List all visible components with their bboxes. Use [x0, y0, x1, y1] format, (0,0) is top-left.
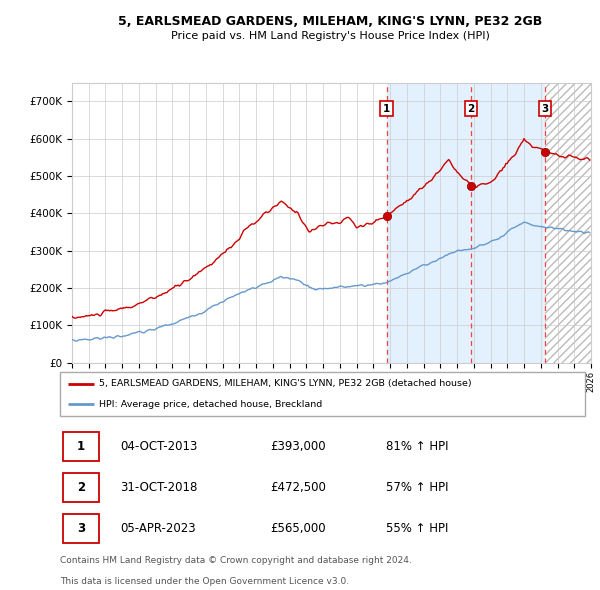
Bar — [545, 83, 591, 363]
Text: 31-OCT-2018: 31-OCT-2018 — [121, 481, 198, 494]
FancyBboxPatch shape — [62, 473, 100, 503]
Text: Contains HM Land Registry data © Crown copyright and database right 2024.: Contains HM Land Registry data © Crown c… — [60, 556, 412, 565]
Text: 5, EARLSMEAD GARDENS, MILEHAM, KING'S LYNN, PE32 2GB: 5, EARLSMEAD GARDENS, MILEHAM, KING'S LY… — [118, 15, 542, 28]
Text: £565,000: £565,000 — [270, 522, 326, 535]
Text: 1: 1 — [383, 104, 390, 114]
Text: 2: 2 — [77, 481, 85, 494]
Text: 1: 1 — [77, 440, 85, 453]
Text: 3: 3 — [77, 522, 85, 535]
Text: 2: 2 — [467, 104, 475, 114]
FancyBboxPatch shape — [62, 513, 100, 543]
FancyBboxPatch shape — [60, 372, 585, 416]
Text: 3: 3 — [541, 104, 548, 114]
Text: 55% ↑ HPI: 55% ↑ HPI — [386, 522, 448, 535]
Text: Price paid vs. HM Land Registry's House Price Index (HPI): Price paid vs. HM Land Registry's House … — [170, 31, 490, 41]
Bar — [386, 83, 545, 363]
Text: 81% ↑ HPI: 81% ↑ HPI — [386, 440, 448, 453]
Text: 57% ↑ HPI: 57% ↑ HPI — [386, 481, 448, 494]
Text: 5, EARLSMEAD GARDENS, MILEHAM, KING'S LYNN, PE32 2GB (detached house): 5, EARLSMEAD GARDENS, MILEHAM, KING'S LY… — [100, 379, 472, 388]
Bar — [545, 83, 591, 363]
Text: 05-APR-2023: 05-APR-2023 — [121, 522, 196, 535]
Text: HPI: Average price, detached house, Breckland: HPI: Average price, detached house, Brec… — [100, 399, 323, 408]
Text: £393,000: £393,000 — [270, 440, 326, 453]
Text: £472,500: £472,500 — [270, 481, 326, 494]
Text: This data is licensed under the Open Government Licence v3.0.: This data is licensed under the Open Gov… — [60, 578, 349, 586]
Text: 04-OCT-2013: 04-OCT-2013 — [121, 440, 198, 453]
FancyBboxPatch shape — [62, 432, 100, 461]
